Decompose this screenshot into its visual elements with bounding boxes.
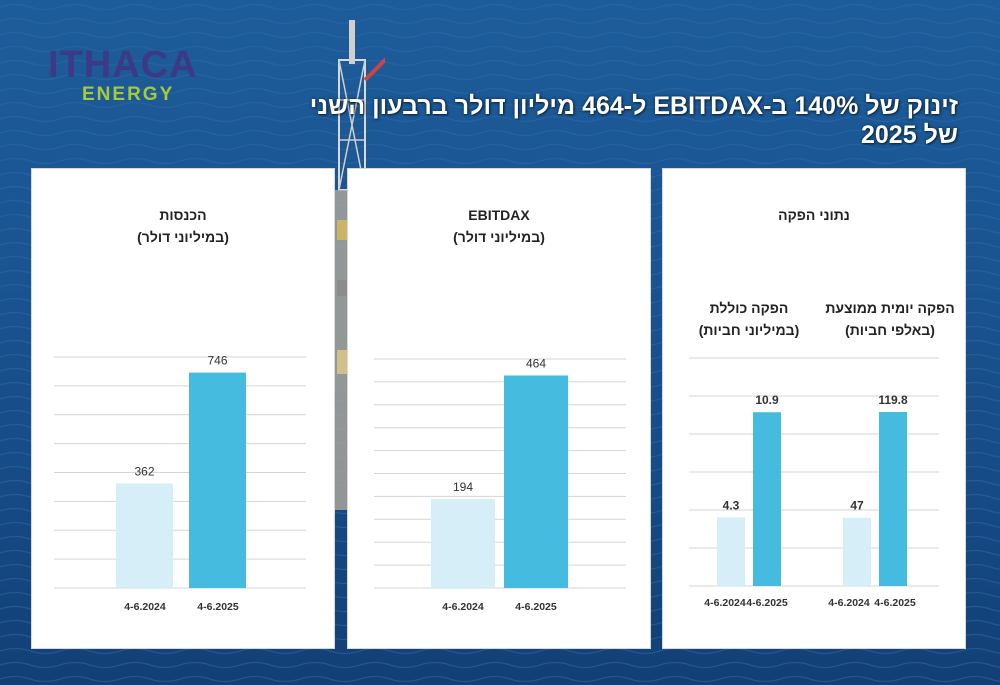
ebitdax-chart: 194 4-6.2024 464 4-6.2025: [374, 356, 626, 613]
revenue-subtitle: (במיליוני דולר): [137, 229, 229, 245]
ithaca-energy-logo: ITHACA ENERGY: [48, 44, 198, 106]
data-label: 119.8: [878, 393, 908, 407]
data-label: 746: [207, 354, 227, 368]
category-label: 4-6.2025: [746, 597, 788, 609]
bar-revenue-4-6.2024: [116, 483, 173, 588]
data-label: 4.3: [723, 498, 740, 512]
category-label: 4-6.2024: [442, 601, 484, 613]
ebitdax-panel: EBITDAX (במיליוני דולר) 194 4-6.2024 464 4-…: [347, 168, 651, 649]
production-chart: 4.3 4-6.2024 10.9 4-6.2025 47 4-6.2024 119.8 4-…: [689, 357, 939, 609]
data-label: 362: [134, 464, 154, 478]
bar-ebitdax-4-6.2024: [431, 499, 495, 588]
revenue-chart: 362 4-6.2024 746 4-6.2025: [54, 354, 306, 613]
category-label: 4-6.2024: [124, 601, 166, 613]
logo-subtitle: ENERGY: [82, 84, 175, 105]
category-label: 4-6.2025: [197, 601, 239, 613]
ebitdax-subtitle: (במיליוני דולר): [453, 229, 545, 245]
data-label: 194: [453, 480, 473, 494]
daily-production-title: הפקה יומית ממוצעת: [825, 300, 955, 316]
page-headline: זינוק של 140% ב-EBITDAX ל-464 מיליון דול…: [309, 92, 958, 149]
category-label: 4-6.2025: [515, 601, 557, 613]
revenue-panel: הכנסות (במיליוני דולר) 362 4-6.2024 746 4-6…: [31, 168, 335, 649]
bar-daily_production-4-6.2025: [879, 412, 907, 586]
revenue-title: הכנסות: [159, 207, 207, 223]
production-title: נתוני הפקה: [778, 207, 850, 223]
category-label: 4-6.2024: [828, 597, 870, 609]
data-label: 10.9: [755, 393, 779, 407]
bar-total_production-4-6.2025: [753, 412, 781, 586]
production-panel: נתוני הפקה הפקה כוללת (במיליוני חביות) ה…: [662, 168, 966, 649]
daily-production-subtitle: (באלפי חביות): [845, 322, 935, 338]
category-label: 4-6.2024: [704, 597, 746, 609]
bar-total_production-4-6.2024: [717, 517, 745, 586]
bar-daily_production-4-6.2024: [843, 517, 871, 586]
category-label: 4-6.2025: [874, 597, 916, 609]
total-production-subtitle: (במיליוני חביות): [698, 322, 800, 338]
total-production-title: הפקה כוללת: [709, 300, 789, 316]
bar-revenue-4-6.2025: [189, 372, 246, 588]
logo-wordmark: ITHACA: [48, 44, 198, 86]
data-label: 464: [526, 356, 546, 370]
bar-ebitdax-4-6.2025: [504, 375, 568, 588]
ebitdax-title: EBITDAX: [468, 207, 530, 223]
data-label: 47: [850, 499, 864, 513]
